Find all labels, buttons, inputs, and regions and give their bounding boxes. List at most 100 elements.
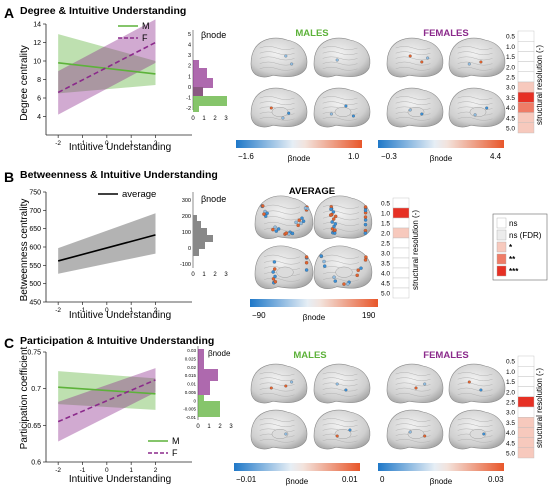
legend-label: ns <box>509 219 517 228</box>
panel-b-title: Betweenness & Intuitive Understanding <box>20 169 218 181</box>
panel-b-histogram: βnode <box>192 192 226 268</box>
hist-x-tick-label: 3 <box>229 424 233 430</box>
resolution-tick-label: 4.5 <box>506 115 515 122</box>
brain-lateral-view <box>250 363 308 404</box>
y-tick-label: 4 <box>37 114 41 121</box>
brain-node <box>467 380 471 384</box>
resolution-tick-label: 2.0 <box>506 389 515 396</box>
brain-node <box>414 386 418 390</box>
legend-swatch <box>496 253 507 265</box>
hist-x-tick-label: 1 <box>202 272 206 278</box>
legend-f-label: F <box>172 448 178 458</box>
brain-gyrus <box>395 116 431 121</box>
brain-node <box>420 60 424 64</box>
panel-c-res-label: structural resolution (-) <box>535 368 544 448</box>
brain-surface <box>250 37 308 78</box>
hist-bar-f <box>193 60 199 68</box>
hist-tick-label: -0.01 <box>186 415 197 420</box>
brain-node <box>261 204 265 208</box>
x-tick-label: -2 <box>55 307 61 314</box>
brain-node <box>335 434 339 438</box>
panel-a-females-cbar-label: βnode <box>430 154 453 163</box>
brain-node <box>304 261 309 265</box>
resolution-cell <box>517 447 535 459</box>
brain-node <box>297 218 301 222</box>
hist-bar-m <box>198 401 220 417</box>
hist-tick-label: 0 <box>188 246 191 252</box>
hist-bar-f <box>198 369 218 381</box>
x-tick-label: -1 <box>80 467 86 474</box>
brain-node <box>294 220 298 225</box>
brain-medial-view <box>313 87 371 128</box>
resolution-tick-label: 1.0 <box>506 44 515 51</box>
brain-node <box>284 432 288 436</box>
brain-node <box>300 216 304 220</box>
panel-a-histogram: βnode <box>192 30 227 112</box>
resolution-cell <box>392 237 410 249</box>
brain-gyrus <box>322 116 358 121</box>
brain-node <box>332 275 336 279</box>
x-tick-label: 1 <box>129 307 133 314</box>
brain-surface <box>254 195 314 239</box>
resolution-tick-label: 1.0 <box>381 211 390 218</box>
brain-gyrus <box>395 46 431 50</box>
brain-gyrus <box>395 418 431 422</box>
resolution-cell <box>392 217 410 229</box>
brain-gyrus <box>457 56 493 61</box>
brain-gyrus <box>259 66 295 71</box>
hist-tick-label: 0.005 <box>185 390 197 395</box>
brain-surface <box>313 195 373 239</box>
brain-node <box>269 106 273 110</box>
brain-medial-view <box>313 245 373 289</box>
brain-node <box>364 255 368 259</box>
brain-node <box>344 104 348 108</box>
hist-tick-label: 100 <box>182 230 191 236</box>
panel-b: B Betweenness & Intuitive Understanding … <box>4 169 548 322</box>
brain-medial-view <box>313 409 371 450</box>
x-tick-label: 0 <box>105 467 109 474</box>
trend-line-F <box>57 379 156 423</box>
brain-gyrus <box>322 438 358 443</box>
brain-node <box>423 434 427 438</box>
brain-gyrus <box>457 382 493 387</box>
brain-gyrus <box>395 387 431 392</box>
hist-tick-label: -100 <box>180 262 191 268</box>
brain-node <box>363 205 368 209</box>
brain-node <box>265 211 269 215</box>
panel-c-males-cbar-max: 0.01 <box>342 475 358 484</box>
brain-medial-view <box>254 245 314 289</box>
panel-c-females-cbar-min: 0 <box>380 475 385 484</box>
y-tick-label: 750 <box>29 190 41 197</box>
panel-a-ylabel: Degree centrality <box>19 45 30 121</box>
brain-node <box>467 62 471 66</box>
brain-gyrus <box>322 277 360 282</box>
brain-medial-view <box>250 409 308 450</box>
resolution-cell <box>392 207 410 219</box>
resolution-cell <box>392 227 410 239</box>
resolution-cell <box>392 277 410 289</box>
x-tick-label: 0 <box>105 307 109 314</box>
y-tick-label: 700 <box>29 208 41 215</box>
brain-gyrus <box>259 377 295 382</box>
panel-a-hist-label: βnode <box>201 30 226 40</box>
brain-gyrus <box>259 392 295 397</box>
brain-gyrus <box>457 51 493 56</box>
brain-node <box>344 388 348 392</box>
brain-gyrus <box>322 61 358 66</box>
brain-node <box>303 206 308 210</box>
brain-medial-view <box>448 409 506 450</box>
brain-node <box>426 56 430 60</box>
brain-node <box>273 267 277 271</box>
brain-gyrus <box>395 438 431 443</box>
legend-average-label: average <box>122 189 156 200</box>
brain-node <box>473 113 477 117</box>
resolution-tick-label: 2.5 <box>506 399 515 406</box>
resolution-cell <box>517 30 535 42</box>
brain-gyrus <box>322 423 358 428</box>
brain-gyrus <box>395 101 431 106</box>
brain-gyrus <box>457 387 493 392</box>
y-tick-label: 14 <box>33 22 41 29</box>
hist-tick-label: 3 <box>188 53 191 59</box>
trend-line-M <box>58 62 156 75</box>
panel-c-females-cbar-label: βnode <box>430 477 453 486</box>
